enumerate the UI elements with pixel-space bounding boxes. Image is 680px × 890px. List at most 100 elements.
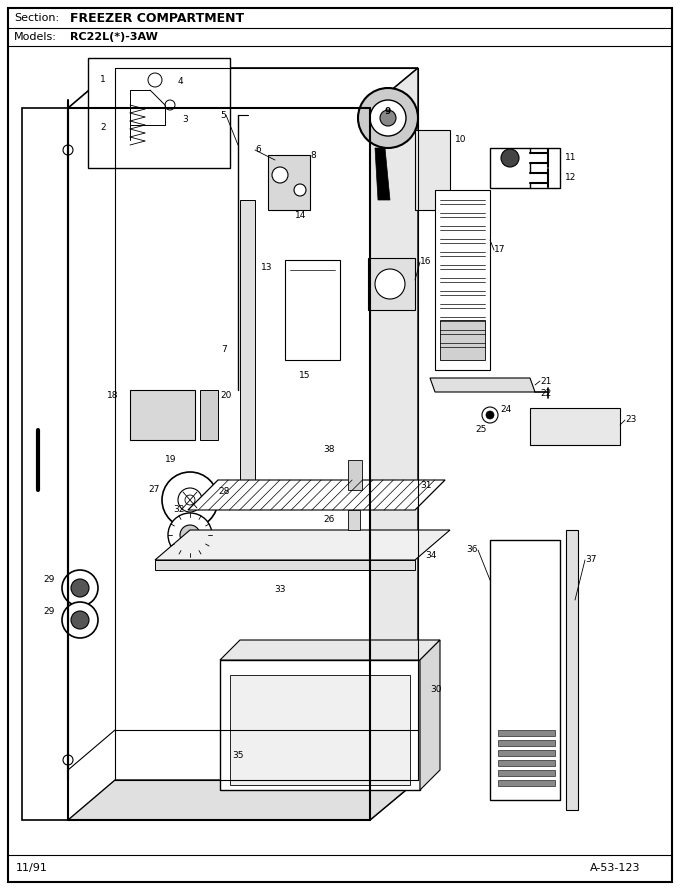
Circle shape (178, 488, 202, 512)
Text: 17: 17 (494, 246, 505, 255)
Polygon shape (430, 378, 535, 392)
Polygon shape (200, 390, 218, 440)
Polygon shape (68, 780, 418, 820)
Polygon shape (490, 540, 560, 800)
Circle shape (375, 269, 405, 299)
Polygon shape (22, 108, 68, 820)
Polygon shape (368, 258, 415, 310)
Polygon shape (498, 760, 555, 766)
Circle shape (380, 110, 396, 126)
Circle shape (168, 513, 212, 557)
Circle shape (71, 611, 89, 629)
Circle shape (180, 525, 200, 545)
Circle shape (62, 570, 98, 606)
Circle shape (482, 407, 498, 423)
Polygon shape (498, 730, 555, 736)
Text: 18: 18 (107, 391, 118, 400)
Polygon shape (230, 675, 410, 785)
Text: 1: 1 (100, 76, 106, 85)
Circle shape (486, 411, 494, 419)
Text: 30: 30 (430, 685, 441, 694)
Text: 35: 35 (232, 750, 243, 759)
Polygon shape (415, 130, 450, 210)
Text: 15: 15 (299, 370, 311, 379)
Polygon shape (285, 260, 340, 360)
Text: 6: 6 (255, 145, 260, 155)
Text: 27: 27 (149, 486, 160, 495)
Circle shape (162, 472, 218, 528)
Circle shape (370, 100, 406, 136)
Text: Models:: Models: (14, 32, 57, 42)
Circle shape (165, 100, 175, 110)
Text: 10: 10 (455, 135, 466, 144)
Polygon shape (498, 740, 555, 746)
Text: 14: 14 (295, 211, 307, 220)
Circle shape (185, 495, 195, 505)
Text: 5: 5 (220, 110, 226, 119)
Polygon shape (155, 530, 450, 560)
Polygon shape (130, 390, 195, 440)
Polygon shape (220, 640, 440, 660)
Text: 23: 23 (625, 416, 636, 425)
Polygon shape (348, 510, 360, 530)
Text: 12: 12 (565, 174, 577, 182)
Polygon shape (88, 58, 230, 168)
Circle shape (63, 145, 73, 155)
Text: Section:: Section: (14, 13, 59, 23)
Text: 20: 20 (220, 391, 231, 400)
Circle shape (272, 167, 288, 183)
Circle shape (501, 149, 519, 167)
Text: 2: 2 (100, 124, 105, 133)
Polygon shape (440, 320, 485, 360)
Text: 32: 32 (173, 506, 185, 514)
Text: 29: 29 (44, 608, 55, 617)
Text: 13: 13 (260, 263, 272, 272)
Text: 24: 24 (500, 406, 511, 415)
Polygon shape (530, 408, 620, 445)
Polygon shape (435, 190, 490, 370)
Text: 16: 16 (420, 257, 432, 266)
Text: 25: 25 (475, 425, 486, 434)
Text: 8: 8 (310, 150, 316, 159)
Polygon shape (375, 148, 390, 200)
Circle shape (294, 184, 306, 196)
Text: RC22L(*)-3AW: RC22L(*)-3AW (70, 32, 158, 42)
Circle shape (62, 602, 98, 638)
Text: 28: 28 (218, 488, 229, 497)
Text: FREEZER COMPARTMENT: FREEZER COMPARTMENT (70, 12, 244, 25)
Circle shape (63, 755, 73, 765)
Polygon shape (498, 750, 555, 756)
Circle shape (148, 73, 162, 87)
Polygon shape (348, 460, 362, 490)
Polygon shape (240, 200, 255, 500)
Polygon shape (188, 480, 445, 510)
Polygon shape (268, 155, 310, 210)
Polygon shape (155, 560, 415, 570)
Polygon shape (420, 640, 440, 790)
Polygon shape (498, 770, 555, 776)
Text: 38: 38 (324, 446, 335, 455)
Text: 19: 19 (165, 456, 177, 465)
Text: 26: 26 (324, 515, 335, 524)
Polygon shape (370, 68, 418, 820)
Polygon shape (498, 780, 555, 786)
Text: 7: 7 (221, 345, 227, 354)
Circle shape (71, 579, 89, 597)
Text: 37: 37 (585, 555, 596, 564)
Text: 11: 11 (565, 153, 577, 163)
Polygon shape (566, 530, 578, 810)
Text: 36: 36 (466, 546, 478, 554)
Text: 9: 9 (385, 108, 391, 117)
Text: 3: 3 (182, 116, 188, 125)
Text: 34: 34 (425, 551, 437, 560)
Text: 11/91: 11/91 (16, 863, 48, 873)
Circle shape (358, 88, 418, 148)
Polygon shape (68, 68, 418, 108)
Polygon shape (220, 660, 420, 790)
Text: 31: 31 (420, 481, 432, 490)
Text: 33: 33 (274, 586, 286, 595)
Text: 29: 29 (44, 576, 55, 585)
Text: 21: 21 (540, 376, 551, 385)
Text: 22: 22 (540, 389, 551, 398)
Text: A-53-123: A-53-123 (590, 863, 641, 873)
